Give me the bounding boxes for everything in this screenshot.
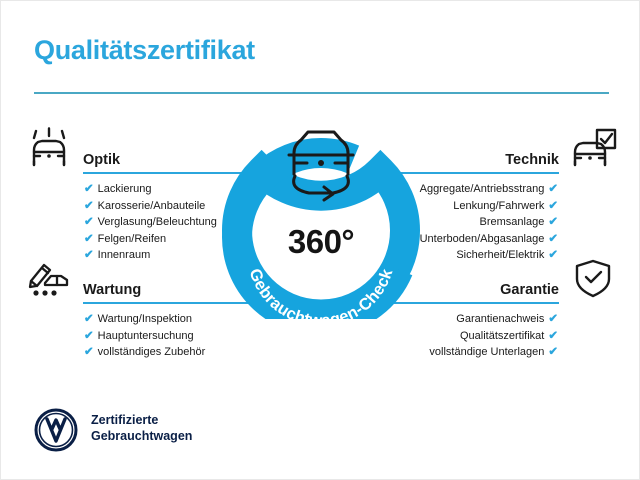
section-title: Optik [83,152,121,168]
section-divider [83,172,278,174]
check-icon: ✔ [548,232,558,245]
list-item-label: vollständiges Zubehör [97,346,206,359]
checklist-wartung: ✔ Wartung/Inspektion ✔ Hauptuntersuchung ✔… [84,311,205,361]
check-icon: ✔ [84,329,94,342]
car-shine-icon [23,127,75,169]
list-item: Unterboden/Abgasanlage ✔ [420,231,558,248]
list-item-label: Verglasung/Beleuchtung [97,216,217,229]
list-item: Lenkung/Fahrwerk ✔ [420,198,558,215]
car-rotate-360-icon [287,130,355,202]
list-item-label: Innenraum [97,249,151,262]
list-item: Qualitätszertifikat ✔ [429,328,558,345]
list-item: ✔ Verglasung/Beleuchtung [84,214,217,231]
check-icon: ✔ [548,313,558,325]
section-optik: Optik ✔ Lackierung ✔ Karosserie/Anbauteile… [23,127,278,261]
list-item-label: vollständige Unterlagen [429,346,545,359]
check-icon: ✔ [84,249,94,262]
section-title: Technik [505,152,559,168]
list-item: ✔ Innenraum [84,247,217,264]
check-icon: ✔ [84,232,94,245]
section-divider [364,302,559,304]
car-checklist-icon [567,127,619,169]
list-item: ✔ Wartung/Inspektion [84,311,205,328]
shield-check-icon [567,257,619,299]
list-item: ✔ Felgen/Reifen [84,231,217,248]
volkswagen-logo [34,408,78,457]
section-technik: Technik Aggregate/Antriebsstrang ✔ Lenkun… [364,127,619,261]
list-item: ✔ Hauptuntersuchung [84,328,205,345]
list-item: Garantienachweis ✔ [429,311,558,328]
check-icon: ✔ [548,346,558,359]
check-icon: ✔ [84,216,94,229]
list-item: Bremsanlage ✔ [420,214,558,231]
list-item: ✔ Lackierung [84,181,217,198]
list-item-label: Qualitätszertifikat [459,329,545,342]
check-icon: ✔ [84,313,94,325]
section-garantie: Garantie Garantienachweis ✔ Qualitätszert… [364,257,619,358]
list-item: Aggregate/Antriebsstrang ✔ [420,181,558,198]
badge-center-label: 360° [287,223,355,260]
list-item-label: Lenkung/Fahrwerk [453,199,545,212]
section-header: Wartung [23,257,278,304]
section-title: Garantie [500,282,559,298]
list-item-label: Wartung/Inspektion [97,313,193,325]
list-item: ✔ vollständiges Zubehör [84,344,205,361]
list-item-label: Sicherheit/Elektrik [456,249,545,262]
360-check-badge: Gebrauchtwagen-Check 360° [219,119,423,319]
checklist-garantie: Garantienachweis ✔ Qualitätszertifikat ✔ v… [429,311,558,361]
section-divider [83,302,278,304]
section-header: Garantie [364,257,619,304]
check-icon: ✔ [84,183,94,195]
footer-line-1: Zertifizierte [91,413,159,427]
checklist-optik: ✔ Lackierung ✔ Karosserie/Anbauteile ✔ Verg… [84,181,217,264]
title-divider [34,92,609,94]
list-item-label: Aggregate/Antriebsstrang [419,183,545,195]
list-item: ✔ Karosserie/Anbauteile [84,198,217,215]
ring-arc-outline [222,138,420,319]
check-icon: ✔ [548,249,558,262]
list-item: Sicherheit/Elektrik ✔ [420,247,558,264]
check-icon: ✔ [548,216,558,229]
check-icon: ✔ [548,183,558,195]
list-item-label: Hauptuntersuchung [97,329,194,342]
footer-line-2: Gebrauchtwagen [91,429,193,443]
list-item-label: Karosserie/Anbauteile [97,199,206,212]
footer-text: Zertifizierte Gebrauchtwagen [91,412,192,444]
page-title: Qualitätszertifikat [34,35,255,65]
check-icon: ✔ [84,199,94,212]
check-icon: ✔ [548,199,558,212]
checklist-technik: Aggregate/Antriebsstrang ✔ Lenkung/Fahrwe… [420,181,558,264]
section-title: Wartung [83,282,142,298]
check-icon: ✔ [548,329,558,342]
list-item-label: Unterboden/Abgasanlage [419,232,545,245]
list-item-label: Felgen/Reifen [97,232,167,245]
service-pen-car-icon [23,257,75,299]
section-header: Technik [364,127,619,174]
list-item-label: Garantienachweis [456,313,545,325]
list-item: vollständige Unterlagen ✔ [429,344,558,361]
list-item-label: Lackierung [97,183,152,195]
check-icon: ✔ [84,346,94,359]
section-wartung: Wartung ✔ Wartung/Inspektion ✔ Hauptunters… [23,257,278,358]
section-header: Optik [23,127,278,174]
list-item-label: Bremsanlage [479,216,545,229]
section-divider [364,172,559,174]
